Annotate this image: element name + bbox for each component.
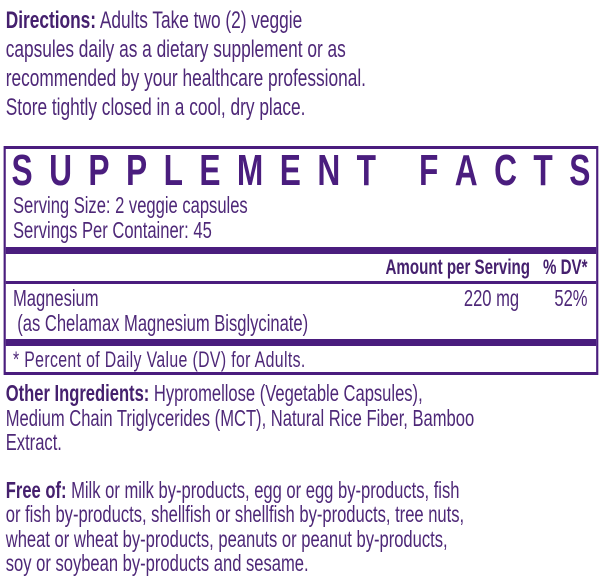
serving-size: Serving Size: 2 veggie capsules [6, 193, 596, 218]
nutrient-amount: 220 mg [433, 286, 519, 311]
daily-value-footnote: * Percent of Daily Value (DV) for Adults… [6, 346, 596, 372]
nutrient-name: Magnesium [13, 286, 433, 311]
label-sheet: Directions: Adults Take two (2) veggie c… [0, 6, 602, 576]
directions-lead: Directions: [6, 7, 96, 34]
nutrient-source: (as Chelamax Magnesium Bisglycinate) [6, 311, 596, 337]
free-of-text: Milk or milk by-products, egg or egg by-… [6, 477, 464, 576]
free-of-lead: Free of: [6, 477, 67, 503]
directions-paragraph: Directions: Adults Take two (2) veggie c… [0, 6, 602, 122]
nutrient-row: Magnesium 220 mg 52% [6, 284, 596, 311]
other-ingredients-lead: Other Ingredients: [6, 380, 150, 406]
other-ingredients-paragraph: Other Ingredients: Hypromellose (Vegetab… [0, 381, 602, 455]
thick-divider-bottom [6, 339, 596, 346]
servings-per-container: Servings Per Container: 45 [6, 218, 596, 243]
amount-per-serving-header: Amount per Serving [386, 257, 531, 279]
facts-column-headers: Amount per Serving % DV* [6, 254, 596, 281]
thick-divider-top [6, 247, 596, 254]
nutrient-dv: 52% [519, 286, 587, 311]
percent-dv-header: % DV* [543, 257, 588, 279]
free-of-paragraph: Free of: Milk or milk by-products, egg o… [0, 478, 602, 576]
